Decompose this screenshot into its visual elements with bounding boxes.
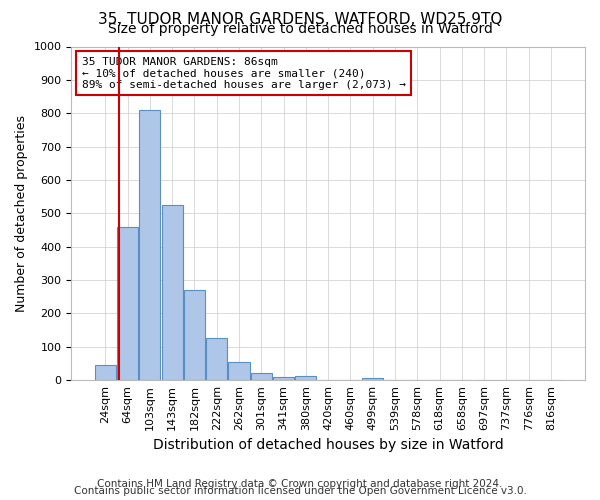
- Bar: [117, 226, 138, 380]
- Bar: [184, 290, 205, 380]
- Text: 35, TUDOR MANOR GARDENS, WATFORD, WD25 9TQ: 35, TUDOR MANOR GARDENS, WATFORD, WD25 9…: [98, 12, 502, 26]
- Bar: [206, 338, 227, 380]
- Bar: [362, 378, 383, 380]
- Bar: [161, 205, 182, 380]
- Text: 35 TUDOR MANOR GARDENS: 86sqm
← 10% of detached houses are smaller (240)
89% of : 35 TUDOR MANOR GARDENS: 86sqm ← 10% of d…: [82, 56, 406, 90]
- Bar: [295, 376, 316, 380]
- Bar: [273, 377, 294, 380]
- X-axis label: Distribution of detached houses by size in Watford: Distribution of detached houses by size …: [153, 438, 503, 452]
- Text: Size of property relative to detached houses in Watford: Size of property relative to detached ho…: [107, 22, 493, 36]
- Bar: [251, 373, 272, 380]
- Y-axis label: Number of detached properties: Number of detached properties: [15, 115, 28, 312]
- Text: Contains HM Land Registry data © Crown copyright and database right 2024.: Contains HM Land Registry data © Crown c…: [97, 479, 503, 489]
- Bar: [95, 365, 116, 380]
- Bar: [139, 110, 160, 380]
- Bar: [229, 362, 250, 380]
- Text: Contains public sector information licensed under the Open Government Licence v3: Contains public sector information licen…: [74, 486, 526, 496]
